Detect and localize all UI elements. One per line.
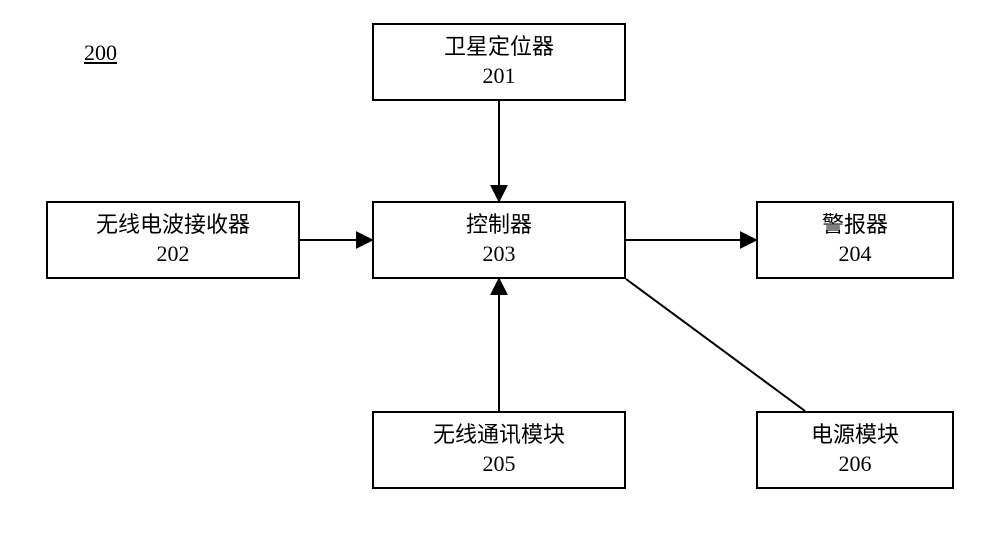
- node-id: 206: [839, 450, 872, 479]
- node-power-module: 电源模块 206: [756, 411, 954, 489]
- node-title: 电源模块: [811, 421, 899, 450]
- node-wireless-comm: 无线通讯模块 205: [372, 411, 626, 489]
- node-controller: 控制器 203: [372, 201, 626, 279]
- node-id: 205: [483, 450, 516, 479]
- node-title: 控制器: [466, 211, 532, 240]
- node-id: 202: [157, 240, 190, 269]
- node-satellite-locator: 卫星定位器 201: [372, 23, 626, 101]
- node-id: 203: [483, 240, 516, 269]
- node-id: 204: [839, 240, 872, 269]
- node-radio-receiver: 无线电波接收器 202: [46, 201, 300, 279]
- node-alarm: 警报器 204: [756, 201, 954, 279]
- node-title: 警报器: [822, 211, 888, 240]
- node-title: 卫星定位器: [444, 33, 554, 62]
- figure-number: 200: [84, 40, 117, 66]
- node-title: 无线电波接收器: [96, 211, 250, 240]
- node-id: 201: [483, 62, 516, 91]
- node-title: 无线通讯模块: [433, 421, 565, 450]
